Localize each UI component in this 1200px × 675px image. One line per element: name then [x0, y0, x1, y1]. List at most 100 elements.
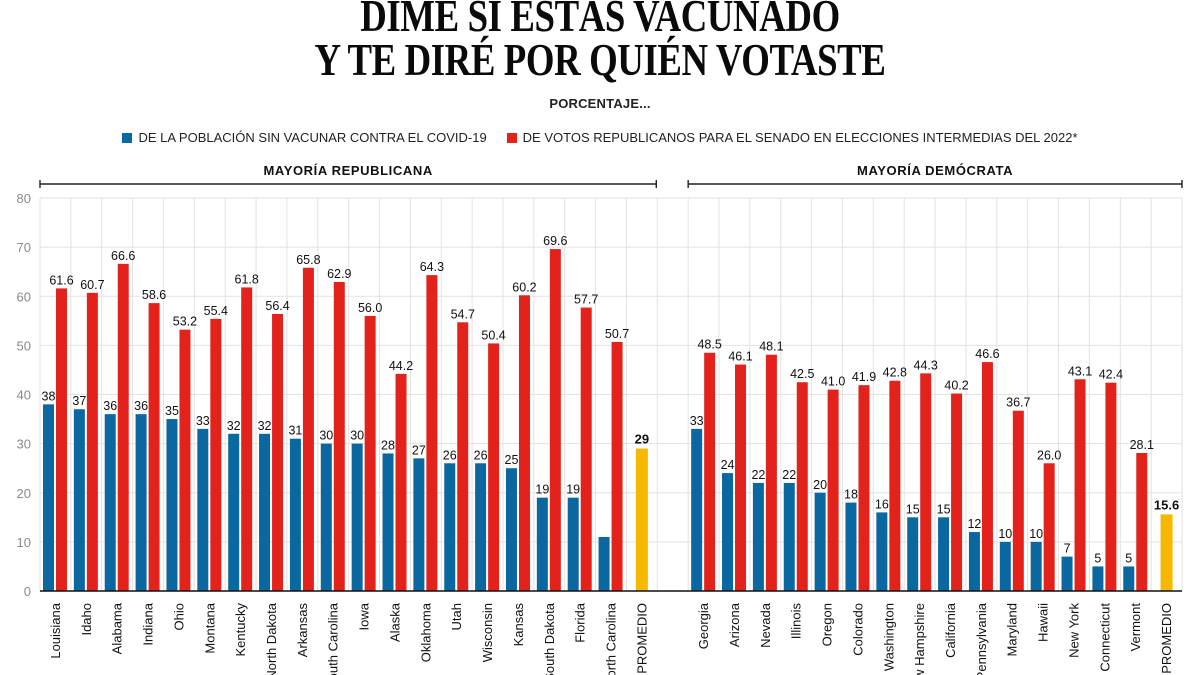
- bar-republican-vote-georgia: [704, 352, 716, 591]
- bar-unvaccinated-florida: [567, 497, 579, 591]
- value-label-unvaccinated-washington: 16: [875, 497, 889, 511]
- value-label-unvaccinated-south-dakota: 19: [535, 483, 549, 497]
- bar-republican-vote-north-dakota: [272, 313, 284, 591]
- bar-unvaccinated-arkansas: [289, 438, 301, 591]
- bar-republican-vote-hawaii: [1043, 463, 1055, 591]
- value-label-republican-vote-wisconsin: 50.4: [481, 328, 505, 342]
- y-tick-label: 30: [17, 437, 31, 452]
- value-label-republican-vote-north-dakota: 56.4: [265, 299, 289, 313]
- bar-republican-vote-new-hampshire: [920, 373, 932, 591]
- bar-republican-vote-north-carolina: [611, 341, 623, 591]
- bar-republican-vote-florida: [580, 307, 592, 591]
- category-label-kentucky: Kentucky: [233, 603, 248, 657]
- bar-unvaccinated-south-carolina: [320, 443, 332, 591]
- category-label-north-carolina: North Carolina: [604, 602, 619, 675]
- value-label-unvaccinated-georgia: 33: [690, 414, 704, 428]
- value-label-unvaccinated-wisconsin: 26: [474, 448, 488, 462]
- subtitle: PORCENTAJE...: [549, 96, 651, 111]
- bar-unvaccinated-new-hampshire: [907, 517, 919, 591]
- bar-unvaccinated-north-dakota: [259, 433, 271, 591]
- group-title-mayor-a-dem-crata: MAYORÍA DEMÓCRATA: [857, 163, 1013, 178]
- bar-republican-vote-california: [951, 393, 963, 591]
- value-label-unvaccinated-vermont: 5: [1125, 551, 1132, 565]
- value-label-average-group-0: 29: [635, 432, 649, 447]
- bar-republican-vote-oklahoma: [426, 275, 438, 591]
- value-label-unvaccinated-oregon: 20: [813, 478, 827, 492]
- bar-unvaccinated-maryland: [999, 541, 1011, 591]
- value-label-republican-vote-pennsylvania: 46.6: [975, 347, 999, 361]
- bar-unvaccinated-colorado: [845, 502, 857, 591]
- value-label-republican-vote-kentucky: 61.8: [235, 272, 259, 286]
- value-label-unvaccinated-nevada: 22: [751, 468, 765, 482]
- category-label-montana: Montana: [202, 602, 217, 653]
- category-label-wisconsin: Wisconsin: [480, 603, 495, 662]
- value-label-unvaccinated-iowa: 30: [350, 429, 364, 443]
- category-label-illinois: Illinois: [789, 603, 804, 640]
- bar-unvaccinated-hawaii: [1030, 541, 1042, 591]
- value-label-unvaccinated-pennsylvania: 12: [967, 517, 981, 531]
- category-label-promedio: PROMEDIO: [634, 603, 649, 674]
- category-label-oklahoma: Oklahoma: [418, 602, 433, 662]
- bar-unvaccinated-idaho: [73, 409, 85, 591]
- category-label-california: California: [943, 602, 958, 658]
- legend-swatch-red: [506, 132, 517, 143]
- bar-unvaccinated-iowa: [351, 443, 363, 591]
- value-label-unvaccinated-alabama: 36: [103, 399, 117, 413]
- bar-unvaccinated-wisconsin: [475, 463, 487, 591]
- bar-average-group-1: [1160, 514, 1173, 591]
- y-tick-label: 70: [17, 240, 31, 255]
- value-label-republican-vote-iowa: 56.0: [358, 301, 382, 315]
- bar-republican-vote-kansas: [518, 295, 530, 591]
- bar-republican-vote-kentucky: [241, 287, 253, 591]
- value-label-republican-vote-arkansas: 65.8: [296, 253, 320, 267]
- category-label-south-dakota: South Dakota: [542, 602, 557, 675]
- bar-republican-vote-south-carolina: [333, 282, 345, 591]
- bar-republican-vote-oregon: [827, 389, 839, 591]
- value-label-republican-vote-california: 40.2: [944, 379, 968, 393]
- value-label-republican-vote-oregon: 41.0: [821, 375, 845, 389]
- bar-unvaccinated-washington: [876, 512, 888, 591]
- value-label-unvaccinated-idaho: 37: [72, 394, 86, 408]
- bar-republican-vote-montana: [210, 318, 222, 591]
- bar-republican-vote-arizona: [735, 364, 747, 591]
- category-label-ohio: Ohio: [171, 603, 186, 630]
- value-label-republican-vote-new-hampshire: 44.3: [914, 358, 938, 372]
- value-label-republican-vote-idaho: 60.7: [80, 278, 104, 292]
- value-label-unvaccinated-arizona: 24: [721, 458, 735, 472]
- category-label-indiana: Indiana: [141, 602, 156, 645]
- bar-republican-vote-ohio: [179, 329, 191, 591]
- value-label-republican-vote-oklahoma: 64.3: [420, 260, 444, 274]
- group-bracket-mayor-a-dem-crata: [687, 180, 1183, 188]
- bar-unvaccinated-georgia: [691, 428, 703, 591]
- category-label-kansas: Kansas: [511, 603, 526, 647]
- category-label-georgia: Georgia: [696, 602, 711, 649]
- value-label-republican-vote-utah: 54.7: [451, 307, 475, 321]
- bar-republican-vote-south-dakota: [549, 249, 561, 591]
- bar-unvaccinated-oklahoma: [413, 458, 425, 591]
- value-label-average-group-1: 15.6: [1154, 497, 1179, 512]
- bar-republican-vote-vermont: [1136, 452, 1148, 591]
- value-label-unvaccinated-kentucky: 32: [227, 419, 241, 433]
- bar-unvaccinated-california: [938, 517, 950, 591]
- value-label-republican-vote-washington: 42.8: [883, 366, 907, 380]
- value-label-unvaccinated-illinois: 22: [782, 468, 796, 482]
- legend-swatch-blue: [122, 132, 133, 143]
- category-label-connecticut: Connecticut: [1097, 603, 1112, 672]
- bar-republican-vote-alaska: [395, 373, 407, 591]
- bar-republican-vote-colorado: [858, 385, 870, 591]
- bar-unvaccinated-illinois: [783, 482, 795, 591]
- category-label-arkansas: Arkansas: [295, 603, 310, 658]
- value-label-unvaccinated-hawaii: 10: [1029, 527, 1043, 541]
- value-label-unvaccinated-south-carolina: 30: [319, 429, 333, 443]
- bar-republican-vote-illinois: [796, 382, 808, 591]
- value-label-republican-vote-south-dakota: 69.6: [543, 234, 567, 248]
- bar-unvaccinated-nevada: [752, 482, 764, 591]
- category-label-promedio: PROMEDIO: [1159, 603, 1174, 674]
- value-label-republican-vote-ohio: 53.2: [173, 315, 197, 329]
- value-label-republican-vote-alaska: 44.2: [389, 359, 413, 373]
- category-label-utah: Utah: [449, 603, 464, 630]
- bar-republican-vote-arkansas: [302, 267, 314, 591]
- value-label-unvaccinated-colorado: 18: [844, 488, 858, 502]
- value-label-unvaccinated-kansas: 25: [505, 453, 519, 467]
- legend-item-republican-vote: DE VOTOS REPUBLICANOS PARA EL SENADO EN …: [506, 130, 1078, 145]
